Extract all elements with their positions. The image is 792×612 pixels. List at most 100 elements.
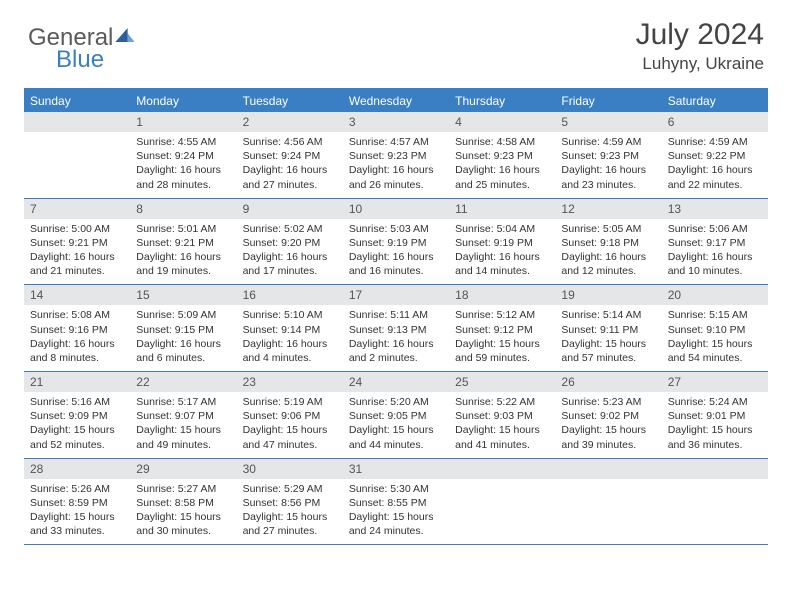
- daylight-text: Daylight: 15 hours and 41 minutes.: [455, 423, 549, 451]
- daylight-text: Daylight: 16 hours and 8 minutes.: [30, 337, 124, 365]
- day-cell-empty: [449, 459, 555, 545]
- day-details: Sunrise: 4:59 AMSunset: 9:22 PMDaylight:…: [662, 132, 768, 198]
- day-details: Sunrise: 5:00 AMSunset: 9:21 PMDaylight:…: [24, 219, 130, 285]
- day-details: Sunrise: 5:30 AMSunset: 8:55 PMDaylight:…: [343, 479, 449, 545]
- day-cell-4: 4Sunrise: 4:58 AMSunset: 9:23 PMDaylight…: [449, 112, 555, 198]
- day-number-empty: [24, 112, 130, 132]
- day-details: Sunrise: 4:55 AMSunset: 9:24 PMDaylight:…: [130, 132, 236, 198]
- daylight-text: Daylight: 16 hours and 4 minutes.: [243, 337, 337, 365]
- day-cell-6: 6Sunrise: 4:59 AMSunset: 9:22 PMDaylight…: [662, 112, 768, 198]
- day-number: 4: [449, 112, 555, 132]
- sunset-text: Sunset: 9:18 PM: [561, 236, 655, 250]
- sunset-text: Sunset: 9:20 PM: [243, 236, 337, 250]
- day-details: Sunrise: 5:11 AMSunset: 9:13 PMDaylight:…: [343, 305, 449, 371]
- calendar: SundayMondayTuesdayWednesdayThursdayFrid…: [24, 88, 768, 545]
- day-details: Sunrise: 5:23 AMSunset: 9:02 PMDaylight:…: [555, 392, 661, 458]
- logo-triangle-icon: [115, 28, 135, 47]
- sunset-text: Sunset: 9:06 PM: [243, 409, 337, 423]
- day-number: 7: [24, 199, 130, 219]
- day-number: 25: [449, 372, 555, 392]
- daylight-text: Daylight: 15 hours and 49 minutes.: [136, 423, 230, 451]
- sunset-text: Sunset: 9:19 PM: [455, 236, 549, 250]
- weekday-header-thursday: Thursday: [449, 90, 555, 112]
- sunset-text: Sunset: 9:16 PM: [30, 323, 124, 337]
- sunset-text: Sunset: 9:23 PM: [561, 149, 655, 163]
- day-details: Sunrise: 5:09 AMSunset: 9:15 PMDaylight:…: [130, 305, 236, 371]
- day-cell-13: 13Sunrise: 5:06 AMSunset: 9:17 PMDayligh…: [662, 199, 768, 285]
- day-number: 12: [555, 199, 661, 219]
- day-number: 19: [555, 285, 661, 305]
- daylight-text: Daylight: 15 hours and 52 minutes.: [30, 423, 124, 451]
- day-number: 22: [130, 372, 236, 392]
- day-number: 29: [130, 459, 236, 479]
- daylight-text: Daylight: 15 hours and 44 minutes.: [349, 423, 443, 451]
- sunset-text: Sunset: 9:19 PM: [349, 236, 443, 250]
- day-details: Sunrise: 5:06 AMSunset: 9:17 PMDaylight:…: [662, 219, 768, 285]
- day-details: Sunrise: 4:59 AMSunset: 9:23 PMDaylight:…: [555, 132, 661, 198]
- day-number: 24: [343, 372, 449, 392]
- sunrise-text: Sunrise: 5:22 AM: [455, 395, 549, 409]
- day-details: Sunrise: 5:04 AMSunset: 9:19 PMDaylight:…: [449, 219, 555, 285]
- day-cell-18: 18Sunrise: 5:12 AMSunset: 9:12 PMDayligh…: [449, 285, 555, 371]
- sunrise-text: Sunrise: 5:08 AM: [30, 308, 124, 322]
- daylight-text: Daylight: 15 hours and 47 minutes.: [243, 423, 337, 451]
- daylight-text: Daylight: 15 hours and 59 minutes.: [455, 337, 549, 365]
- sunset-text: Sunset: 8:55 PM: [349, 496, 443, 510]
- sunrise-text: Sunrise: 5:16 AM: [30, 395, 124, 409]
- day-cell-28: 28Sunrise: 5:26 AMSunset: 8:59 PMDayligh…: [24, 459, 130, 545]
- day-cell-30: 30Sunrise: 5:29 AMSunset: 8:56 PMDayligh…: [237, 459, 343, 545]
- sunset-text: Sunset: 9:21 PM: [136, 236, 230, 250]
- daylight-text: Daylight: 16 hours and 27 minutes.: [243, 163, 337, 191]
- daylight-text: Daylight: 15 hours and 30 minutes.: [136, 510, 230, 538]
- day-details: Sunrise: 5:29 AMSunset: 8:56 PMDaylight:…: [237, 479, 343, 545]
- day-cell-empty: [24, 112, 130, 198]
- sunrise-text: Sunrise: 5:03 AM: [349, 222, 443, 236]
- week-row: 14Sunrise: 5:08 AMSunset: 9:16 PMDayligh…: [24, 285, 768, 372]
- weeks-container: 1Sunrise: 4:55 AMSunset: 9:24 PMDaylight…: [24, 112, 768, 545]
- day-number: 18: [449, 285, 555, 305]
- sunrise-text: Sunrise: 5:20 AM: [349, 395, 443, 409]
- day-number: 10: [343, 199, 449, 219]
- sunrise-text: Sunrise: 4:58 AM: [455, 135, 549, 149]
- day-cell-16: 16Sunrise: 5:10 AMSunset: 9:14 PMDayligh…: [237, 285, 343, 371]
- sunrise-text: Sunrise: 5:17 AM: [136, 395, 230, 409]
- day-details: Sunrise: 5:15 AMSunset: 9:10 PMDaylight:…: [662, 305, 768, 371]
- sunrise-text: Sunrise: 5:00 AM: [30, 222, 124, 236]
- day-cell-7: 7Sunrise: 5:00 AMSunset: 9:21 PMDaylight…: [24, 199, 130, 285]
- day-number: 28: [24, 459, 130, 479]
- day-cell-23: 23Sunrise: 5:19 AMSunset: 9:06 PMDayligh…: [237, 372, 343, 458]
- day-number: 9: [237, 199, 343, 219]
- sunrise-text: Sunrise: 5:04 AM: [455, 222, 549, 236]
- day-details: Sunrise: 5:12 AMSunset: 9:12 PMDaylight:…: [449, 305, 555, 371]
- week-row: 7Sunrise: 5:00 AMSunset: 9:21 PMDaylight…: [24, 199, 768, 286]
- sunset-text: Sunset: 9:09 PM: [30, 409, 124, 423]
- day-number: 3: [343, 112, 449, 132]
- day-number: 17: [343, 285, 449, 305]
- daylight-text: Daylight: 15 hours and 54 minutes.: [668, 337, 762, 365]
- sunset-text: Sunset: 9:24 PM: [243, 149, 337, 163]
- day-cell-11: 11Sunrise: 5:04 AMSunset: 9:19 PMDayligh…: [449, 199, 555, 285]
- sunrise-text: Sunrise: 5:24 AM: [668, 395, 762, 409]
- day-details: Sunrise: 5:24 AMSunset: 9:01 PMDaylight:…: [662, 392, 768, 458]
- sunset-text: Sunset: 9:01 PM: [668, 409, 762, 423]
- day-number: 15: [130, 285, 236, 305]
- day-number-empty: [449, 459, 555, 479]
- day-details: Sunrise: 4:58 AMSunset: 9:23 PMDaylight:…: [449, 132, 555, 198]
- day-details: Sunrise: 5:08 AMSunset: 9:16 PMDaylight:…: [24, 305, 130, 371]
- sunset-text: Sunset: 9:07 PM: [136, 409, 230, 423]
- day-number: 11: [449, 199, 555, 219]
- week-row: 1Sunrise: 4:55 AMSunset: 9:24 PMDaylight…: [24, 112, 768, 199]
- day-number: 27: [662, 372, 768, 392]
- sunrise-text: Sunrise: 5:14 AM: [561, 308, 655, 322]
- day-number: 20: [662, 285, 768, 305]
- daylight-text: Daylight: 15 hours and 33 minutes.: [30, 510, 124, 538]
- day-number-empty: [555, 459, 661, 479]
- day-number: 2: [237, 112, 343, 132]
- sunrise-text: Sunrise: 5:30 AM: [349, 482, 443, 496]
- daylight-text: Daylight: 16 hours and 12 minutes.: [561, 250, 655, 278]
- day-details: Sunrise: 4:56 AMSunset: 9:24 PMDaylight:…: [237, 132, 343, 198]
- sunrise-text: Sunrise: 5:11 AM: [349, 308, 443, 322]
- day-details: Sunrise: 5:19 AMSunset: 9:06 PMDaylight:…: [237, 392, 343, 458]
- day-details: Sunrise: 5:03 AMSunset: 9:19 PMDaylight:…: [343, 219, 449, 285]
- sunrise-text: Sunrise: 5:23 AM: [561, 395, 655, 409]
